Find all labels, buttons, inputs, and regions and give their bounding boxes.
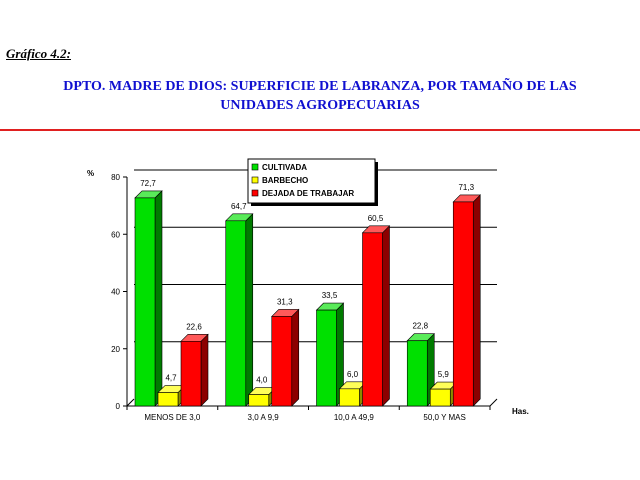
bar <box>134 197 156 407</box>
x-tick-label: 3,0 A 9,9 <box>248 413 280 422</box>
y-tick-label: 40 <box>111 288 120 297</box>
data-label: 4,0 <box>256 376 268 385</box>
bar-side <box>291 308 300 407</box>
data-label: 64,7 <box>231 202 247 211</box>
data-label: 31,3 <box>277 297 293 306</box>
data-label: 22,6 <box>186 322 202 331</box>
legend-swatch <box>251 163 259 171</box>
x-tick-label: 50,0 Y MAS <box>423 413 465 422</box>
data-label: 6,0 <box>347 370 359 379</box>
x-axis-depth <box>489 398 498 407</box>
bar-side <box>382 225 390 407</box>
x-tick-label: 10,0 A 49,9 <box>334 413 375 422</box>
bar-side <box>154 190 163 407</box>
bar <box>362 232 383 407</box>
y-tick-label: 80 <box>111 173 120 182</box>
data-label: 4,7 <box>165 374 177 383</box>
y-tick-label: 60 <box>111 230 120 239</box>
data-label: 22,8 <box>412 322 428 331</box>
chart-title-line-1: DPTO. MADRE DE DIOS: SUPERFICIE DE LABRA… <box>63 79 577 94</box>
bar <box>225 220 247 407</box>
legend-swatch <box>251 189 259 197</box>
legend-entry: BARBECHO <box>262 176 308 185</box>
y-tick-label: 0 <box>116 402 121 411</box>
chart-title-line-2: UNIDADES AGROPECUARIAS <box>220 98 420 113</box>
data-label: 71,3 <box>458 183 474 192</box>
bar-side <box>200 333 209 407</box>
bar <box>452 201 474 407</box>
legend-entry: CULTIVADA <box>262 163 307 172</box>
figure-caption: Gráfico 4.2: <box>6 46 71 61</box>
data-label: 60,5 <box>368 214 384 223</box>
bar <box>271 316 293 407</box>
y-axis-label: % <box>87 169 94 178</box>
bar <box>248 394 270 407</box>
data-label: 72,7 <box>140 179 156 188</box>
bar <box>180 341 202 407</box>
bar <box>429 388 451 407</box>
data-label: 5,9 <box>438 370 450 379</box>
legend-swatch <box>251 176 259 184</box>
bar-side <box>245 213 254 407</box>
data-label: 33,5 <box>322 291 338 300</box>
x-axis-label: Has. <box>512 407 529 416</box>
bar <box>339 388 360 407</box>
chart-title: DPTO. MADRE DE DIOS: SUPERFICIE DE LABRA… <box>0 77 640 115</box>
bar <box>316 309 337 407</box>
axis-depth-line <box>126 398 135 407</box>
bar-side <box>472 194 481 407</box>
bar <box>406 340 428 407</box>
legend-box <box>247 158 376 204</box>
title-divider <box>0 129 640 131</box>
y-tick-label: 20 <box>111 345 120 354</box>
x-tick-label: MENOS DE 3,0 <box>144 413 201 422</box>
legend-entry: DEJADA DE TRABAJAR <box>262 189 354 198</box>
bar <box>157 392 179 407</box>
